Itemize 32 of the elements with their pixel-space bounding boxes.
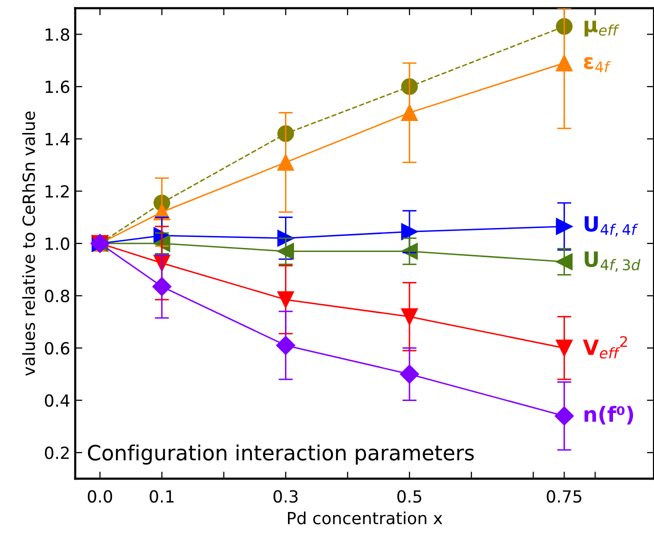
point (556, 218, 573, 235)
x-tick-label: 0.0 (88, 490, 112, 503)
series-label: μ$_{eff}$ (584, 20, 620, 36)
series-label: U$_{4f,4f}$ (584, 216, 638, 237)
x-tick-label: 0.3 (274, 490, 298, 503)
y-tick-label: 0.6 (44, 342, 70, 355)
y-tick-label: 1.0 (46, 237, 70, 250)
point (401, 104, 418, 122)
y-tick-label: 1.6 (46, 80, 70, 94)
point (556, 253, 573, 270)
y-tick-label: 0.4 (44, 394, 70, 407)
series-label: n(f⁰) (584, 406, 634, 424)
y-axis-title: values relative to CeRhSn value (22, 111, 36, 376)
y-tick-label: 1.4 (46, 133, 70, 146)
x-tick-label: 0.5 (397, 490, 422, 503)
x-axis-title: Pd concentration x (288, 512, 442, 524)
series-label: V$_{eff}$$^{2}$ (582, 336, 627, 358)
point (401, 78, 418, 95)
point (277, 242, 294, 260)
series-label: U$_{4f,3d}$ (584, 252, 640, 272)
y-tick-label: 1.2 (46, 185, 69, 198)
point (401, 223, 418, 240)
y-tick-label: 0.8 (44, 290, 70, 302)
y-tick-label: 0.2 (44, 446, 69, 460)
x-tick-label: 0.75 (546, 490, 582, 503)
point (401, 308, 418, 325)
point (400, 364, 420, 384)
x-tick-label: 0.1 (150, 490, 174, 503)
point (554, 406, 574, 426)
series-label: ε$_{4f}$ (584, 57, 611, 72)
annotation: Configuration interaction parameters (88, 444, 474, 465)
y-tick-label: 1.8 (46, 28, 70, 41)
